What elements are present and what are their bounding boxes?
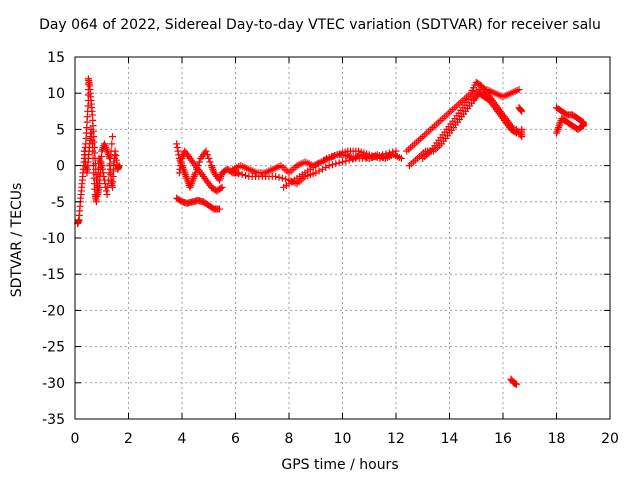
y-tick-label: 5 [56,122,65,138]
data-point [335,159,343,167]
x-tick-label: 20 [601,431,619,447]
data-point [173,144,181,151]
data-point [203,151,211,159]
data-point [345,156,353,164]
x-tick-label: 6 [231,431,240,447]
data-point [195,158,203,166]
data-point [96,158,104,166]
data-point [89,147,97,155]
x-tick-label: 8 [285,431,294,447]
data-point [115,162,123,170]
data-point [275,173,283,181]
x-tick-label: 2 [124,431,133,447]
data-point [235,170,243,178]
data-point [339,158,346,166]
axis-ticks: 0 2 4 6 8 10 12 14 16 18 20 15 10 5 0 -5 -10 -15 -20 -25 -30… [42,50,619,447]
data-point [282,175,290,183]
data-point [512,380,520,388]
data-point [242,172,250,180]
y-tick-label: -5 [51,195,65,211]
data-point [106,154,114,162]
y-tick-label: -15 [42,267,65,283]
y-tick-label: -25 [42,340,65,356]
x-tick-label: 4 [178,431,187,447]
grid-lines [75,57,610,419]
data-point [175,169,183,177]
data-point [177,158,185,166]
data-point [332,160,340,168]
x-tick-label: 18 [548,431,566,447]
data-point [205,154,213,162]
data-point [218,183,226,191]
x-tick-label: 16 [494,431,512,447]
data-point [105,169,113,177]
data-point [176,165,184,173]
y-tick-label: -10 [42,231,65,247]
data-point [102,187,110,195]
data-point [579,122,587,130]
data-point [518,107,526,115]
data-point [518,125,526,133]
data-point [328,161,336,169]
data-point [107,147,115,155]
data-points [74,75,587,388]
data-point [322,163,330,171]
data-point [100,172,108,180]
data-point [177,162,185,170]
y-tick-label: 15 [47,50,65,66]
data-point [103,191,111,199]
data-point [315,167,323,175]
x-tick-label: 0 [71,431,80,447]
data-point [112,152,120,160]
data-point [106,162,114,170]
data-point [202,147,210,155]
data-point [98,165,106,173]
data-point [108,140,116,148]
data-point [215,205,223,213]
data-point [232,169,239,177]
x-tick-label: 14 [441,431,459,447]
y-axis-label: SDTVAR / TECUs [9,182,25,298]
data-point [325,162,333,170]
data-point [206,158,214,166]
data-point [515,86,523,94]
data-point [238,171,246,179]
data-point [578,123,586,131]
data-point [104,176,112,184]
data-point [98,162,106,170]
x-tick-label: 12 [387,431,405,447]
y-tick-label: 0 [56,159,65,175]
data-point [99,169,107,177]
data-point [101,180,109,188]
data-point [89,162,97,170]
data-point [272,172,280,180]
y-tick-label: -35 [42,412,65,428]
data-point [174,147,182,155]
data-point [278,174,286,182]
data-point [392,147,400,155]
y-tick-label: -30 [42,376,65,392]
data-point [173,140,181,148]
data-point [516,105,524,113]
data-point [318,165,326,173]
chart-title: Day 064 of 2022, Sidereal Day-to-day VTE… [39,17,601,33]
y-tick-label: -20 [42,303,65,319]
data-point [349,155,357,163]
data-point [517,106,525,114]
y-tick-label: 10 [47,86,65,102]
x-tick-label: 10 [334,431,352,447]
data-point [342,157,350,165]
data-point [387,151,395,159]
x-axis-label: GPS time / hours [281,457,399,473]
data-point [108,133,116,141]
data-point [217,184,225,192]
data-point [112,156,120,164]
data-point [88,140,96,148]
data-point [89,154,97,162]
data-point [397,154,405,162]
data-point [104,183,112,191]
